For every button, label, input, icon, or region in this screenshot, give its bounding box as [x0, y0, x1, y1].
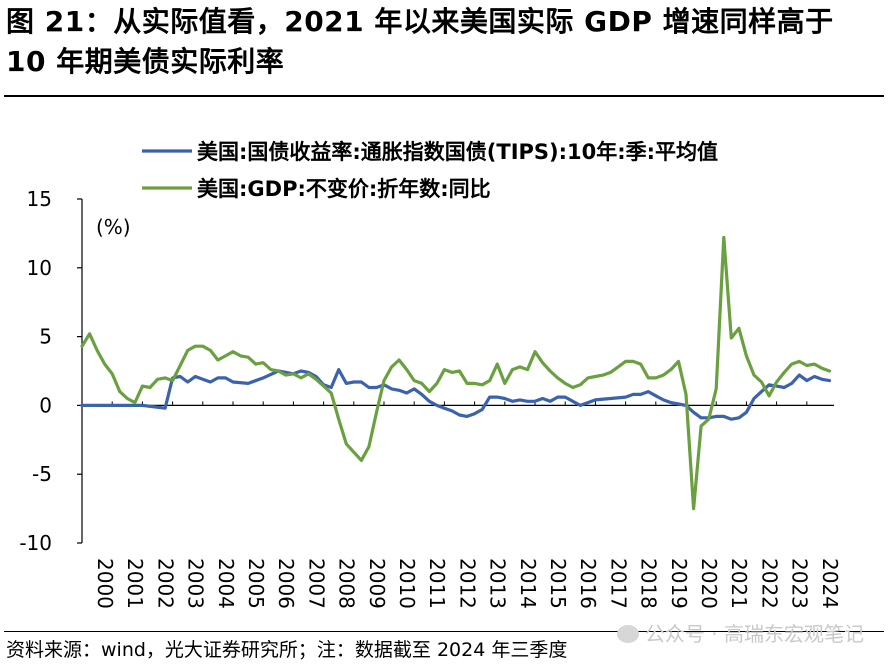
- x-tick-label: 2004: [214, 558, 238, 609]
- x-tick-label: 2005: [244, 558, 268, 609]
- y-tick-label: 0: [39, 393, 52, 417]
- y-axis-unit-label: (%): [96, 215, 131, 239]
- legend-label: 美国:GDP:不变价:折年数:同比: [197, 177, 491, 201]
- x-tick-label: 2017: [606, 558, 630, 609]
- x-tick-label: 2015: [546, 558, 570, 609]
- x-tick-label: 2013: [486, 558, 510, 609]
- watermark-text: 公众号 · 高瑞东宏观笔记: [644, 622, 864, 646]
- y-tick-label: 15: [27, 187, 52, 211]
- title-divider: [4, 95, 884, 97]
- x-tick-label: 2020: [697, 558, 721, 609]
- series-lines: [80, 235, 832, 511]
- wechat-icon: [616, 625, 639, 643]
- y-tick-label: 10: [27, 256, 52, 280]
- legend-label: 美国:国债收益率:通胀指数国债(TIPS):10年:季:平均值: [197, 140, 718, 164]
- x-tick-label: 2008: [335, 558, 359, 609]
- x-tick-label: 2006: [274, 558, 298, 609]
- x-tick-label: 2021: [727, 558, 751, 609]
- x-tick-label: 2016: [576, 558, 600, 609]
- x-tick-label: 2000: [93, 558, 117, 609]
- x-tick-label: 2019: [667, 558, 691, 609]
- source-divider: [4, 631, 884, 632]
- series-line-tips: [80, 368, 832, 421]
- x-tick-label: 2022: [757, 558, 781, 609]
- y-tick-label: -5: [32, 462, 52, 486]
- x-tick-label: 2012: [455, 558, 479, 609]
- source-note: 资料来源：wind，光大证券研究所；注：数据截至 2024 年三季度: [6, 639, 568, 661]
- watermark: 公众号 · 高瑞东宏观笔记: [616, 620, 864, 648]
- x-tick-label: 2018: [637, 558, 661, 609]
- x-tick-label: 2009: [365, 558, 389, 609]
- x-tick-label: 2010: [395, 558, 419, 609]
- legend: 美国:国债收益率:通胀指数国债(TIPS):10年:季:平均值美国:GDP:不变…: [142, 140, 718, 201]
- x-tick-label: 2001: [123, 558, 147, 609]
- series-line-gdp: [80, 235, 832, 511]
- y-tick-label: -10: [19, 531, 52, 555]
- x-tick-label: 2003: [184, 558, 208, 609]
- x-tick-label: 2011: [425, 558, 449, 609]
- x-tick-label: 2023: [788, 558, 812, 609]
- x-tick-label: 2007: [304, 558, 328, 609]
- chart-title: 图 21：从实际值看，2021 年以来美国实际 GDP 增速同样高于 10 年期…: [6, 5, 834, 78]
- x-tick-label: 2024: [818, 558, 842, 609]
- x-tick-label: 2014: [516, 558, 540, 609]
- y-tick-label: 5: [39, 325, 52, 349]
- x-tick-label: 2002: [153, 558, 177, 609]
